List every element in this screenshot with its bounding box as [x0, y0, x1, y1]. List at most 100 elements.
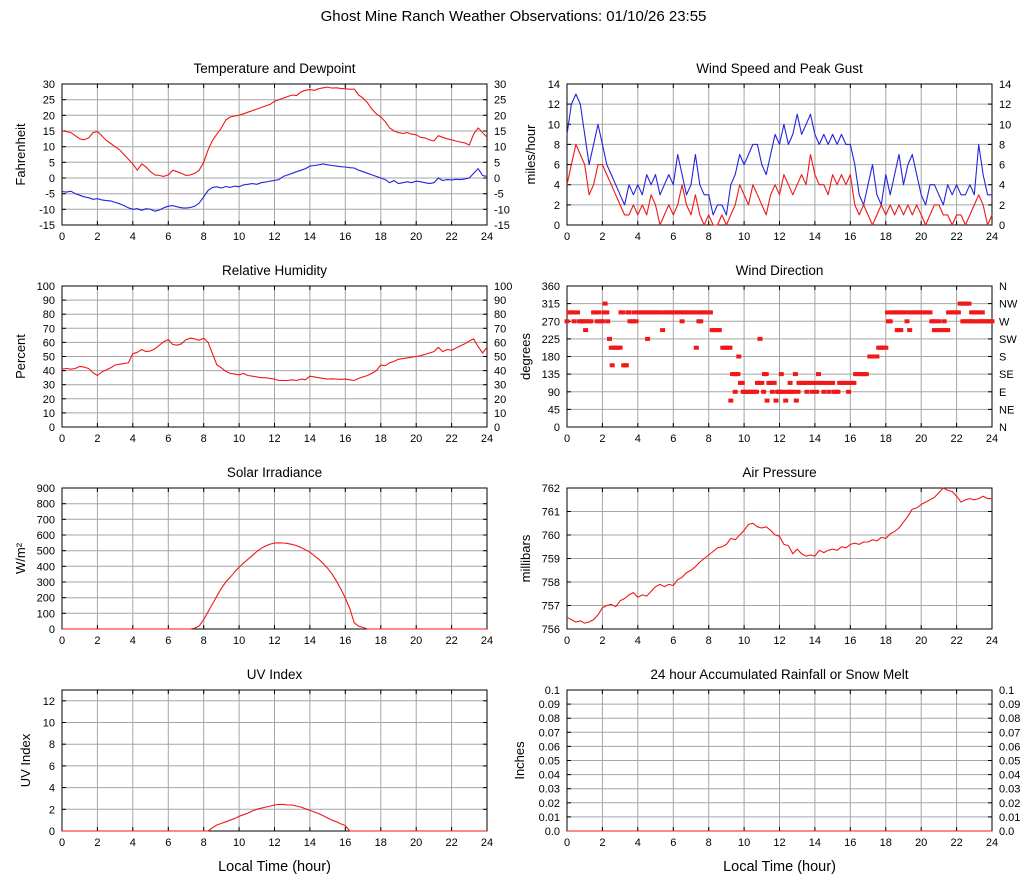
- svg-text:10: 10: [233, 837, 245, 849]
- svg-text:14: 14: [304, 433, 316, 445]
- svg-text:18: 18: [880, 231, 892, 243]
- svg-text:759: 759: [542, 554, 560, 566]
- svg-text:16: 16: [339, 231, 351, 243]
- svg-text:N: N: [999, 281, 1007, 293]
- svg-text:18: 18: [375, 231, 387, 243]
- svg-text:-15: -15: [39, 220, 55, 232]
- svg-text:10: 10: [738, 433, 750, 445]
- svg-text:8: 8: [554, 139, 560, 151]
- svg-text:30: 30: [494, 79, 506, 91]
- svg-text:10: 10: [233, 635, 245, 647]
- svg-text:0.03: 0.03: [999, 784, 1020, 796]
- svg-text:0.1: 0.1: [999, 685, 1014, 697]
- svg-text:2: 2: [599, 635, 605, 647]
- svg-text:16: 16: [844, 635, 856, 647]
- svg-text:UV Index: UV Index: [247, 667, 303, 682]
- svg-text:30: 30: [43, 380, 55, 392]
- svg-text:0.04: 0.04: [999, 770, 1020, 782]
- svg-text:0: 0: [59, 433, 65, 445]
- svg-text:16: 16: [339, 635, 351, 647]
- svg-text:0: 0: [554, 220, 560, 232]
- svg-text:22: 22: [445, 231, 457, 243]
- svg-text:24: 24: [481, 635, 493, 647]
- svg-text:20: 20: [915, 231, 927, 243]
- svg-text:W: W: [999, 316, 1010, 328]
- svg-text:18: 18: [880, 433, 892, 445]
- svg-text:25: 25: [43, 95, 55, 107]
- svg-text:24: 24: [481, 231, 493, 243]
- svg-text:degrees: degrees: [518, 333, 533, 380]
- svg-text:0.09: 0.09: [539, 699, 560, 711]
- svg-text:12: 12: [773, 837, 785, 849]
- svg-text:Local Time (hour): Local Time (hour): [218, 859, 331, 875]
- svg-text:8: 8: [706, 433, 712, 445]
- svg-text:6: 6: [554, 160, 560, 172]
- svg-text:0.05: 0.05: [999, 756, 1020, 768]
- svg-text:miles/hour: miles/hour: [523, 124, 538, 185]
- svg-text:60: 60: [494, 337, 506, 349]
- svg-text:4: 4: [635, 231, 641, 243]
- svg-text:Local Time (hour): Local Time (hour): [723, 859, 836, 875]
- svg-text:2: 2: [94, 433, 100, 445]
- svg-text:22: 22: [950, 635, 962, 647]
- svg-text:4: 4: [130, 433, 136, 445]
- svg-text:0: 0: [494, 173, 500, 185]
- svg-text:Inches: Inches: [512, 741, 527, 780]
- svg-text:757: 757: [542, 601, 560, 613]
- svg-text:20: 20: [43, 394, 55, 406]
- svg-text:0.0: 0.0: [999, 826, 1014, 838]
- svg-text:Percent: Percent: [13, 334, 28, 379]
- svg-text:12: 12: [548, 99, 560, 111]
- svg-text:Temperature and Dewpoint: Temperature and Dewpoint: [193, 61, 355, 76]
- svg-text:0: 0: [999, 220, 1005, 232]
- svg-text:100: 100: [494, 281, 512, 293]
- svg-text:90: 90: [548, 387, 560, 399]
- svg-text:6: 6: [165, 837, 171, 849]
- svg-text:50: 50: [494, 352, 506, 364]
- svg-text:4: 4: [999, 180, 1005, 192]
- svg-text:225: 225: [542, 334, 560, 346]
- svg-text:0: 0: [59, 635, 65, 647]
- svg-text:-15: -15: [494, 220, 510, 232]
- svg-text:0.07: 0.07: [999, 727, 1020, 739]
- svg-text:15: 15: [43, 126, 55, 138]
- svg-text:6: 6: [49, 761, 55, 773]
- svg-text:14: 14: [548, 79, 560, 91]
- svg-text:5: 5: [494, 157, 500, 169]
- svg-text:16: 16: [339, 433, 351, 445]
- svg-text:100: 100: [37, 281, 55, 293]
- svg-text:25: 25: [494, 95, 506, 107]
- svg-text:6: 6: [165, 231, 171, 243]
- svg-text:0.03: 0.03: [539, 784, 560, 796]
- svg-text:0.09: 0.09: [999, 699, 1020, 711]
- svg-text:22: 22: [445, 433, 457, 445]
- svg-text:4: 4: [635, 433, 641, 445]
- svg-text:30: 30: [43, 79, 55, 91]
- svg-text:135: 135: [542, 369, 560, 381]
- svg-text:24: 24: [986, 231, 998, 243]
- svg-text:Air Pressure: Air Pressure: [742, 465, 816, 480]
- svg-text:0.07: 0.07: [539, 727, 560, 739]
- svg-text:24: 24: [986, 635, 998, 647]
- svg-text:70: 70: [494, 323, 506, 335]
- svg-text:10: 10: [43, 142, 55, 154]
- svg-text:100: 100: [37, 608, 55, 620]
- svg-text:22: 22: [950, 231, 962, 243]
- svg-text:180: 180: [542, 352, 560, 364]
- chart-accumulated-rainfall: 24 hour Accumulated Rainfall or Snow Mel…: [512, 667, 1020, 875]
- svg-text:90: 90: [494, 295, 506, 307]
- svg-text:2: 2: [94, 837, 100, 849]
- chart-solar-irradiance: Solar Irradiance010020030040050060070080…: [13, 465, 493, 647]
- svg-text:0.05: 0.05: [539, 756, 560, 768]
- svg-text:15: 15: [494, 126, 506, 138]
- svg-text:2: 2: [554, 200, 560, 212]
- svg-text:14: 14: [809, 837, 821, 849]
- svg-text:0.1: 0.1: [545, 685, 560, 697]
- svg-text:800: 800: [37, 499, 55, 511]
- svg-text:900: 900: [37, 483, 55, 495]
- svg-text:16: 16: [844, 231, 856, 243]
- svg-text:4: 4: [130, 837, 136, 849]
- svg-text:12: 12: [268, 433, 280, 445]
- svg-text:20: 20: [494, 394, 506, 406]
